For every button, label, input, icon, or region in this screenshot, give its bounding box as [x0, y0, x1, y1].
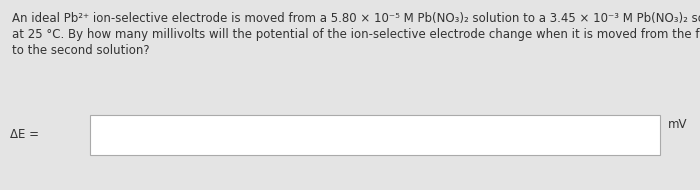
Text: to the second solution?: to the second solution?	[12, 44, 150, 57]
Text: An ideal Pb²⁺ ion-selective electrode is moved from a 5.80 × 10⁻⁵ M Pb(NO₃)₂ sol: An ideal Pb²⁺ ion-selective electrode is…	[12, 12, 700, 25]
Text: at 25 °C. By how many millivolts will the potential of the ion-selective electro: at 25 °C. By how many millivolts will th…	[12, 28, 700, 41]
Bar	[90, 115, 660, 155]
Text: ΔE =: ΔE =	[10, 128, 39, 142]
Text: mV: mV	[668, 118, 687, 131]
